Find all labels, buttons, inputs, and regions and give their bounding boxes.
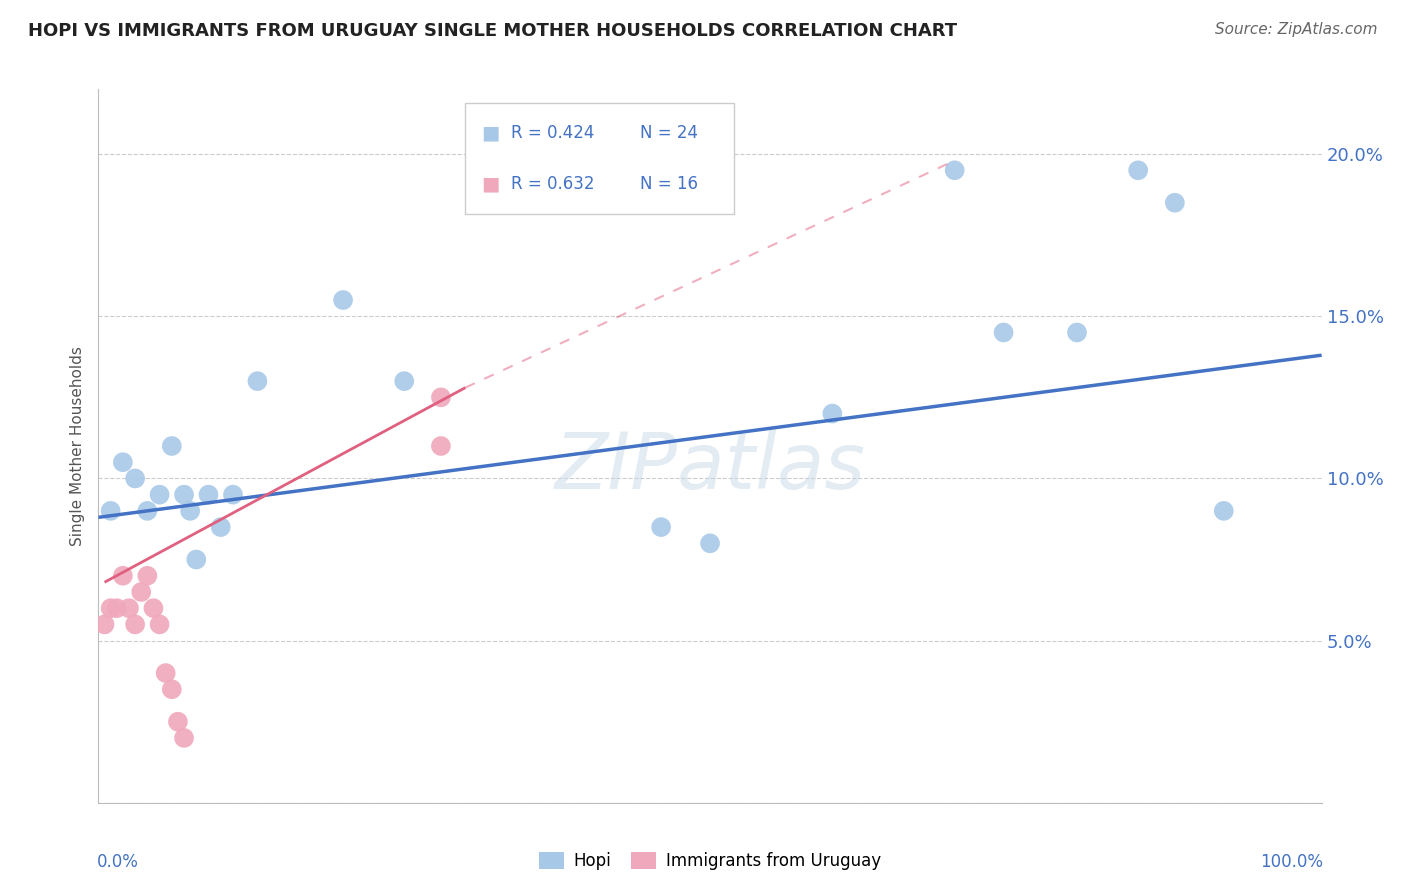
Text: ■: ■ [481,175,501,194]
Point [118,601,141,615]
Point [160,439,183,453]
Point [430,390,453,404]
Point [136,568,159,582]
Point [392,374,416,388]
Point [149,617,172,632]
Point [173,488,195,502]
Point [430,439,453,453]
Point [173,731,195,745]
Point [142,601,165,615]
Point [93,617,115,632]
Point [332,293,354,307]
Text: 0.0%: 0.0% [97,853,139,871]
Text: ZIPatlas: ZIPatlas [554,429,866,506]
Y-axis label: Single Mother Households: Single Mother Households [70,346,86,546]
Point [943,163,966,178]
Point [167,714,190,729]
Text: R = 0.632: R = 0.632 [512,175,595,194]
Point [1128,163,1150,178]
Point [1212,504,1234,518]
Point [160,682,183,697]
Legend: Hopi, Immigrants from Uruguay: Hopi, Immigrants from Uruguay [531,845,889,877]
Point [1066,326,1088,340]
Point [1164,195,1187,210]
Text: R = 0.424: R = 0.424 [512,124,595,143]
Point [155,666,177,681]
Point [222,488,245,502]
Point [186,552,208,566]
Text: 100.0%: 100.0% [1260,853,1323,871]
Point [246,374,269,388]
Point [100,504,122,518]
Text: ■: ■ [481,124,501,143]
Point [993,326,1015,340]
Point [650,520,672,534]
Text: N = 16: N = 16 [640,175,699,194]
Point [699,536,721,550]
Text: N = 24: N = 24 [640,124,699,143]
Point [209,520,232,534]
Point [124,471,146,485]
Point [149,488,172,502]
Point [111,568,134,582]
Text: Source: ZipAtlas.com: Source: ZipAtlas.com [1215,22,1378,37]
Point [821,407,844,421]
Point [136,504,159,518]
Point [105,601,128,615]
Point [197,488,219,502]
Point [124,617,146,632]
Point [179,504,201,518]
Text: HOPI VS IMMIGRANTS FROM URUGUAY SINGLE MOTHER HOUSEHOLDS CORRELATION CHART: HOPI VS IMMIGRANTS FROM URUGUAY SINGLE M… [28,22,957,40]
Point [100,601,122,615]
Point [111,455,134,469]
Point [129,585,152,599]
